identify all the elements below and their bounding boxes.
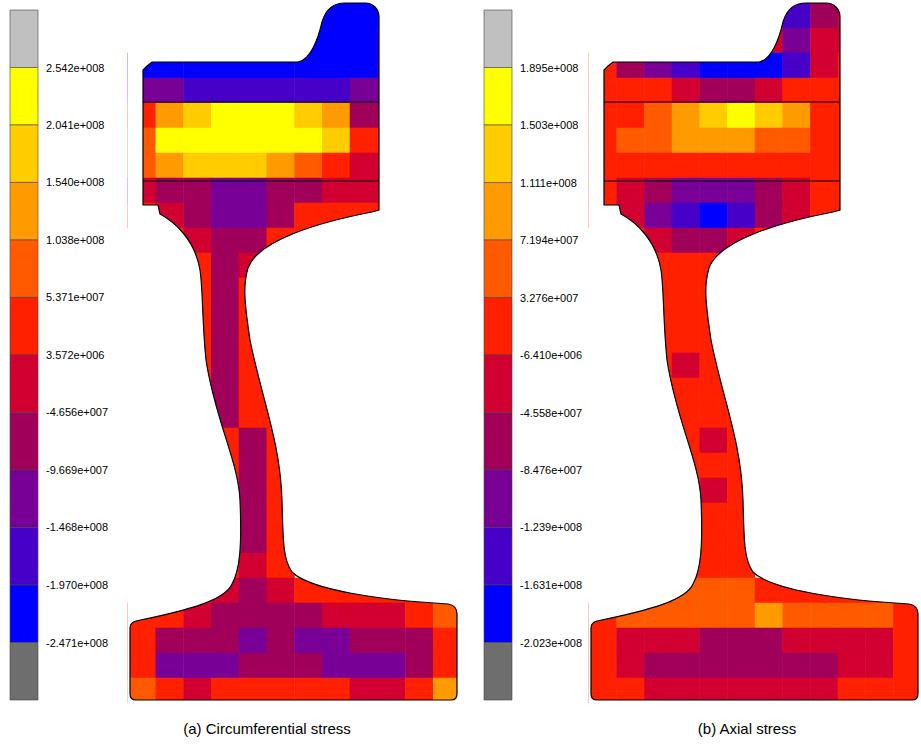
svg-text:5.371e+007: 5.371e+007 bbox=[46, 291, 104, 303]
svg-text:1.038e+008: 1.038e+008 bbox=[46, 234, 104, 246]
svg-text:-4.558e+007: -4.558e+007 bbox=[520, 407, 582, 419]
svg-text:-6.410e+006: -6.410e+006 bbox=[520, 349, 582, 361]
svg-text:1.895e+008: 1.895e+008 bbox=[520, 62, 578, 74]
svg-text:1.111e+008: 1.111e+008 bbox=[520, 177, 577, 189]
svg-text:2.041e+008: 2.041e+008 bbox=[46, 119, 104, 131]
svg-text:(a) Circumferential stress: (a) Circumferential stress bbox=[183, 720, 351, 737]
svg-text:3.276e+007: 3.276e+007 bbox=[520, 292, 578, 304]
svg-text:-1.239e+008: -1.239e+008 bbox=[520, 521, 582, 533]
svg-text:-8.476e+007: -8.476e+007 bbox=[520, 464, 582, 476]
svg-text:(b) Axial stress: (b) Axial stress bbox=[698, 720, 796, 737]
svg-text:-9.669e+007: -9.669e+007 bbox=[46, 464, 108, 476]
svg-text:3.572e+006: 3.572e+006 bbox=[46, 349, 104, 361]
svg-text:1.540e+008: 1.540e+008 bbox=[46, 176, 104, 188]
svg-text:-1.631e+008: -1.631e+008 bbox=[520, 579, 582, 591]
svg-text:-1.468e+008: -1.468e+008 bbox=[46, 521, 108, 533]
svg-text:1.503e+008: 1.503e+008 bbox=[520, 119, 578, 131]
svg-text:-1.970e+008: -1.970e+008 bbox=[46, 579, 108, 591]
svg-text:-4.656e+007: -4.656e+007 bbox=[46, 406, 108, 418]
svg-text:-2.471e+008: -2.471e+008 bbox=[46, 637, 108, 649]
svg-text:7.194e+007: 7.194e+007 bbox=[520, 234, 578, 246]
svg-text:2.542e+008: 2.542e+008 bbox=[46, 62, 104, 74]
svg-text:-2.023e+008: -2.023e+008 bbox=[520, 637, 582, 649]
